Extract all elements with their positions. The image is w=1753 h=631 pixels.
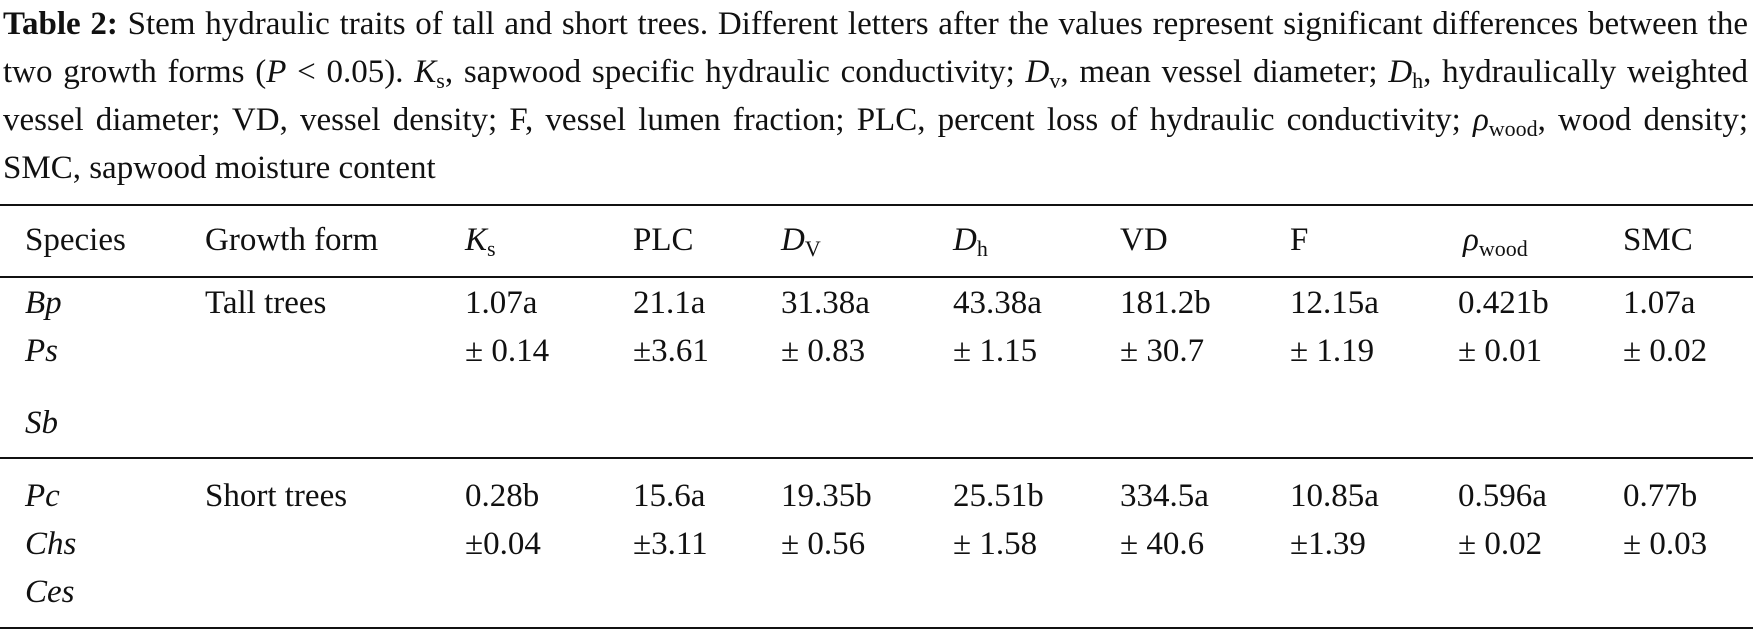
species-name: Pc [25,478,60,514]
header-ks: Ks [465,222,496,261]
rho-se: ± 0.02 [1458,526,1543,562]
header-plc: PLC [633,222,694,258]
vd-se: ± 30.7 [1120,333,1205,369]
species-name: Ces [25,574,75,610]
species-name: Ps [25,333,58,369]
ks-se: ± 0.14 [465,333,550,369]
header-rho-wood: ρwood [1463,222,1528,261]
plc-se: ±3.61 [633,333,709,369]
growth-form-label: Short trees [205,478,348,514]
plc-mean: 21.1a [633,285,706,321]
dh-se: ± 1.15 [953,333,1038,369]
plc-mean: 15.6a [633,478,706,514]
species-name: Bp [25,285,62,321]
dv-se: ± 0.83 [781,333,866,369]
vd-mean: 181.2b [1120,285,1211,321]
smc-mean: 1.07a [1623,285,1696,321]
f-mean: 10.85a [1290,478,1379,514]
rho-mean: 0.421b [1458,285,1549,321]
species-name: Sb [25,405,58,441]
table-group-rule [0,457,1753,459]
header-vd: VD [1120,222,1168,258]
header-species: Species [25,222,126,258]
header-dh: Dh [953,222,988,261]
dv-se: ± 0.56 [781,526,866,562]
ks-mean: 0.28b [465,478,540,514]
table-header-rule [0,276,1753,278]
header-f: F [1290,222,1309,258]
f-mean: 12.15a [1290,285,1379,321]
table-top-rule [0,204,1753,206]
ks-mean: 1.07a [465,285,538,321]
dv-mean: 19.35b [781,478,872,514]
plc-se: ±3.11 [633,526,708,562]
table-bottom-rule [0,627,1753,629]
dv-mean: 31.38a [781,285,870,321]
growth-form-label: Tall trees [205,285,327,321]
table-caption: Table 2: Stem hydraulic traits of tall a… [3,6,1748,186]
dh-se: ± 1.58 [953,526,1038,562]
header-smc: SMC [1623,222,1693,258]
f-se: ± 1.19 [1290,333,1375,369]
dh-mean: 25.51b [953,478,1044,514]
species-name: Chs [25,526,77,562]
smc-se: ± 0.03 [1623,526,1708,562]
f-se: ±1.39 [1290,526,1366,562]
ks-se: ±0.04 [465,526,541,562]
vd-se: ± 40.6 [1120,526,1205,562]
smc-se: ± 0.02 [1623,333,1708,369]
caption-label: Table 2: [3,6,118,42]
header-dv: DV [781,222,821,261]
dh-mean: 43.38a [953,285,1042,321]
vd-mean: 334.5a [1120,478,1209,514]
rho-mean: 0.596a [1458,478,1547,514]
rho-se: ± 0.01 [1458,333,1543,369]
smc-mean: 0.77b [1623,478,1698,514]
header-growth-form: Growth form [205,222,379,258]
